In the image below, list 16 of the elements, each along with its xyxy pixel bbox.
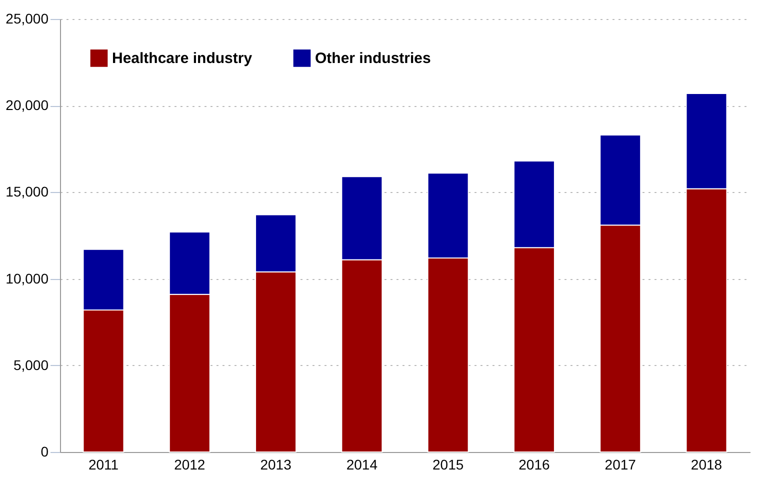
y-tick-label: 10,000 xyxy=(6,270,49,286)
x-tick-label: 2018 xyxy=(690,456,722,472)
x-tick-label: 2013 xyxy=(260,456,292,472)
y-tick-label: 0 xyxy=(40,444,49,460)
x-tick-label: 2017 xyxy=(604,456,636,472)
legend-label: Other industries xyxy=(315,50,431,68)
y-tick-label: 5,000 xyxy=(13,356,49,373)
x-tick-label: 2015 xyxy=(432,456,464,472)
x-tick-label: 2016 xyxy=(518,456,550,472)
x-tick-label: 2014 xyxy=(346,456,378,472)
y-tick-label: 25,000 xyxy=(6,10,49,26)
x-tick-label: 2012 xyxy=(174,456,206,472)
legend-label: Healthcare industry xyxy=(112,50,253,68)
x-tick-label: 2011 xyxy=(88,456,119,472)
y-tick-label: 20,000 xyxy=(6,97,49,114)
y-tick-label: 15,000 xyxy=(6,184,49,200)
